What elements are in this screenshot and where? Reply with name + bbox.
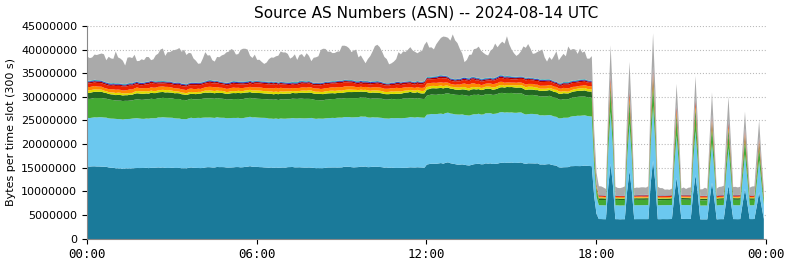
- Title: Source AS Numbers (ASN) -- 2024-08-14 UTC: Source AS Numbers (ASN) -- 2024-08-14 UT…: [254, 6, 599, 21]
- Y-axis label: Bytes per time slot (300 s): Bytes per time slot (300 s): [6, 58, 16, 206]
